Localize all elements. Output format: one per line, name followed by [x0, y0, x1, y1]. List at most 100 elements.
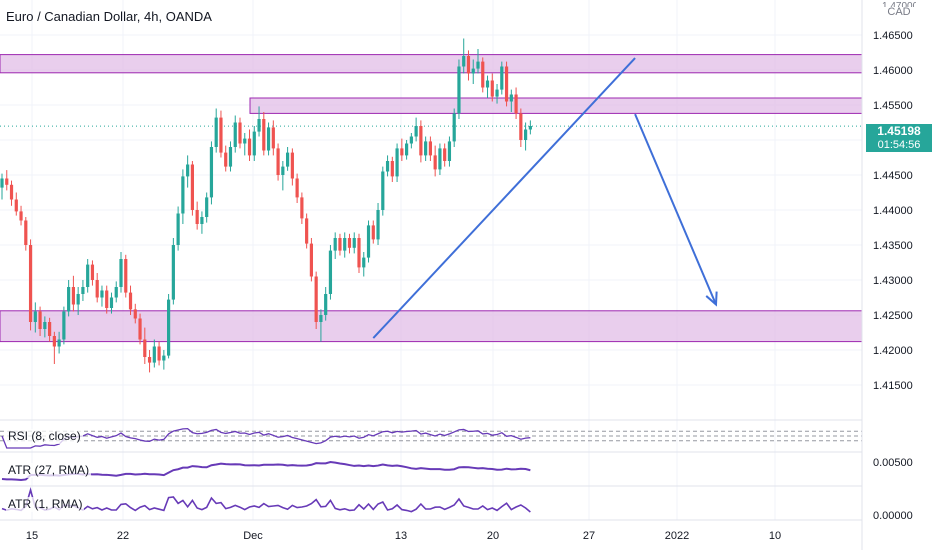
candle-body — [33, 311, 37, 322]
currency-label: CAD — [887, 6, 911, 18]
candle-body — [319, 315, 323, 322]
candle-body — [100, 290, 104, 298]
candle-body — [109, 297, 114, 308]
candle-body — [205, 197, 209, 217]
candle-body — [224, 152, 228, 167]
support-resistance-zone — [249, 97, 863, 114]
atr1-label[interactable]: ATR (1, RMA) — [6, 497, 85, 512]
candle-body — [495, 89, 499, 97]
time-tick-label: 13 — [395, 530, 407, 542]
rsi-line — [1, 427, 531, 449]
candle-body — [28, 245, 33, 322]
candle-body — [200, 217, 204, 224]
time-tick-label: 20 — [487, 530, 499, 542]
candle-body — [133, 309, 137, 319]
current-price-badge: 1.45198 — [866, 124, 932, 138]
candle-body — [514, 94, 518, 114]
candle-body — [19, 211, 23, 221]
candle-body — [347, 238, 352, 248]
candle-body — [105, 290, 109, 308]
price-tick-label: 1.44000 — [873, 205, 913, 217]
candle-body — [143, 339, 147, 357]
candle-body — [262, 119, 266, 151]
indicators — [0, 427, 862, 513]
countdown-badge: 01:54:56 — [866, 138, 932, 152]
atr1-line — [1, 487, 531, 513]
rsi-label[interactable]: RSI (8, close) — [6, 429, 83, 444]
candle-body — [328, 250, 333, 294]
atr1-axis-label: 0.00000 — [873, 510, 913, 522]
candle-body — [409, 136, 413, 144]
candle-body — [352, 238, 356, 248]
candle-body — [243, 138, 247, 144]
candle-body — [314, 276, 318, 322]
candle-body — [52, 336, 56, 347]
candle-body — [504, 66, 509, 102]
price-axis-top: 1.47000 CAD — [882, 2, 916, 18]
candle-body — [67, 287, 71, 312]
candle-body — [466, 56, 471, 74]
candle-body — [286, 152, 290, 167]
price-axis-top-tick: 1.47000 — [882, 2, 916, 7]
price-tick-label: 1.42000 — [873, 345, 913, 357]
price-tick-label: 1.46000 — [873, 65, 913, 77]
candle-body — [128, 292, 133, 310]
candle-body — [233, 122, 237, 147]
candle-body — [5, 178, 9, 185]
candle-body — [309, 243, 313, 277]
candle-body — [152, 346, 156, 363]
chart-title: Euro / Canadian Dollar, 4h, OANDA — [6, 9, 212, 24]
candle-body — [381, 171, 385, 210]
price-tick-label: 1.46500 — [873, 30, 913, 42]
candle-body — [86, 264, 90, 287]
atr27-label[interactable]: ATR (27, RMA) — [6, 463, 92, 478]
candle-body — [452, 113, 456, 142]
projection-arrow — [634, 113, 717, 305]
candle-body — [147, 357, 152, 363]
candle-body — [428, 141, 432, 156]
candle-body — [395, 148, 399, 177]
candle-body — [419, 126, 423, 156]
candle-body — [424, 141, 428, 156]
candle-body — [24, 220, 28, 245]
candle-body — [9, 184, 14, 200]
candle-body — [43, 322, 47, 329]
candle-body — [333, 238, 337, 251]
candle-body — [438, 148, 442, 170]
candle-body — [524, 129, 528, 140]
candle-body — [138, 318, 142, 340]
candle-body — [338, 238, 342, 251]
candle-body — [124, 259, 128, 293]
candle-body — [390, 161, 394, 177]
candle-body — [457, 66, 461, 114]
candle-body — [238, 122, 242, 144]
candle-body — [186, 164, 190, 177]
candle-body — [528, 126, 532, 130]
candle-body — [162, 355, 166, 361]
candle-body — [366, 225, 371, 258]
time-tick-label: 27 — [583, 530, 595, 542]
candle-body — [485, 80, 490, 88]
candle-body — [190, 164, 194, 210]
candle-body — [76, 294, 80, 305]
candle-body — [167, 299, 171, 356]
time-tick-label: 15 — [26, 530, 38, 542]
price-tick-label: 1.42500 — [873, 310, 913, 322]
candle-body — [181, 176, 185, 214]
candle-body — [295, 178, 299, 198]
candle-body — [214, 117, 218, 147]
candle-body — [462, 56, 466, 67]
candle-body — [357, 238, 361, 268]
candle-body — [324, 294, 328, 315]
price-tick-label: 1.43500 — [873, 240, 913, 252]
candle-body — [400, 148, 404, 156]
candle-body — [471, 68, 475, 74]
candle-body — [195, 210, 199, 224]
candle-body — [447, 141, 452, 161]
candle-body — [0, 178, 4, 188]
price-tick-label: 1.41500 — [873, 380, 913, 392]
candle-body — [305, 218, 309, 244]
candle-body — [62, 311, 66, 340]
candle-body — [266, 127, 271, 151]
